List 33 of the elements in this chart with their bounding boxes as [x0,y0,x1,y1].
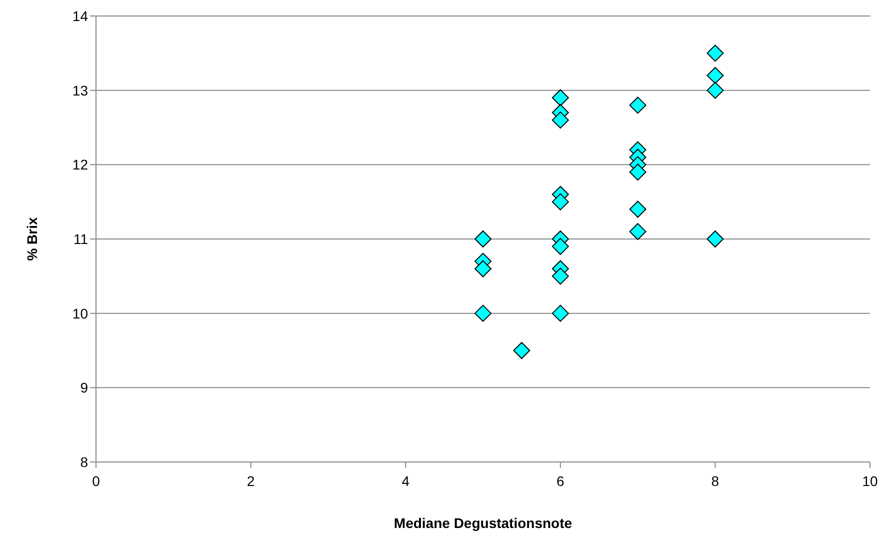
point [474,304,492,322]
point [552,112,569,129]
point [513,342,530,359]
y-tick-label: 13 [72,82,88,98]
y-tick-label: 8 [80,454,88,470]
x-tick-label: 6 [556,472,564,489]
x-tick-label: 4 [402,472,410,489]
point [552,193,569,210]
point [706,230,724,248]
x-tick-label: 10 [862,472,878,489]
point [552,268,569,285]
point [629,200,646,218]
x-tick-label: 2 [246,472,255,489]
x-tick-label: 0 [92,472,100,489]
point [552,304,569,322]
point [552,89,569,106]
y-tick-label: 10 [72,305,88,322]
x-tick-label: 8 [711,472,720,489]
point [706,82,724,99]
point [552,238,569,255]
point [474,260,492,278]
x-axis-title: Mediane Degustationsnote [394,515,572,531]
y-tick-label: 14 [72,8,88,24]
point [706,66,724,84]
y-tick-label: 12 [72,156,88,173]
point [629,223,646,240]
point [629,164,646,181]
y-tick-label: 9 [80,380,88,396]
y-axis-title: % Brix [24,217,40,261]
y-tick-label: 11 [73,230,88,247]
point [706,44,724,62]
point [474,230,492,248]
point [629,96,646,114]
